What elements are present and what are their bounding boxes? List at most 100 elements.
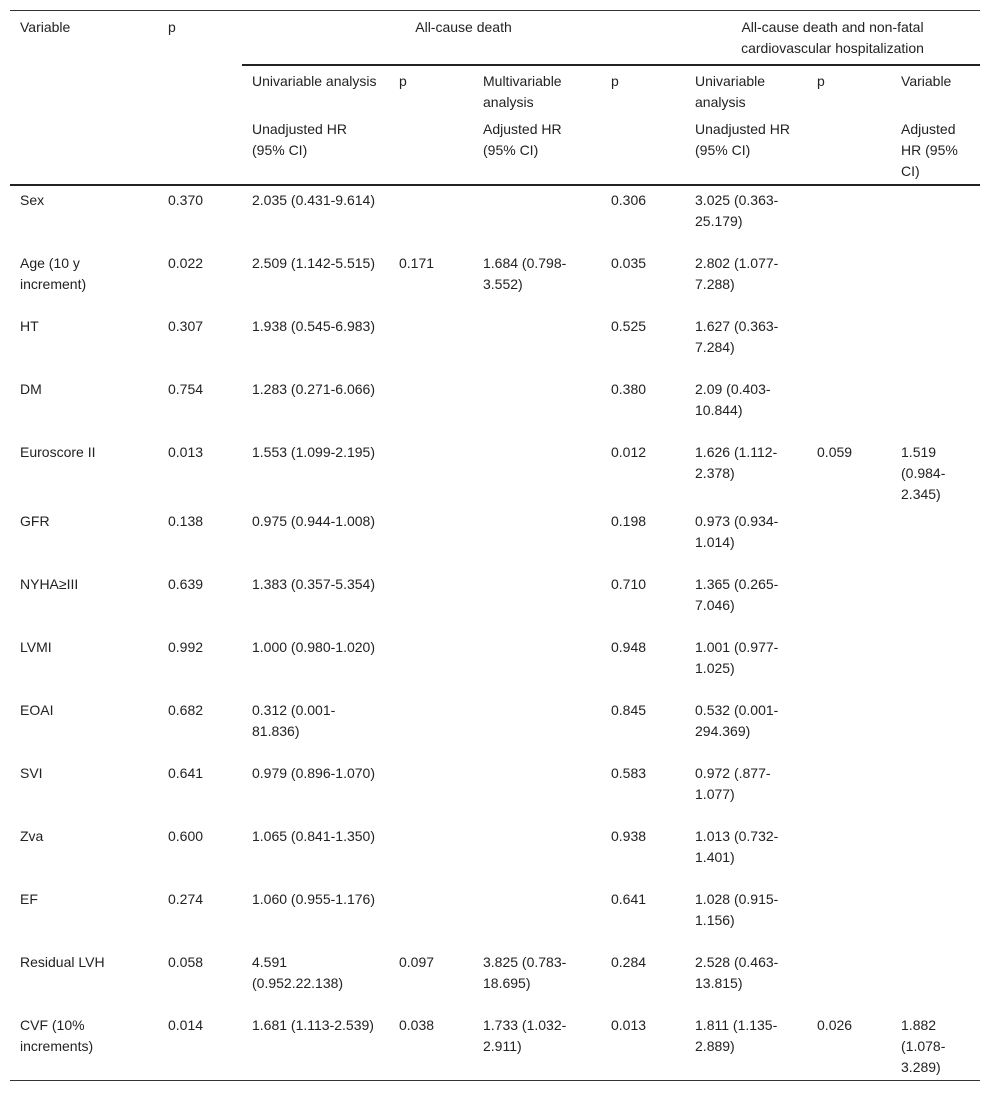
results-table: Variable p All-cause death All-cause death … xyxy=(10,10,981,1081)
table-cell: 0.284 xyxy=(611,954,647,970)
table-cell xyxy=(891,759,980,822)
table-cell: 0.026 xyxy=(817,1017,853,1033)
header-cell: Adjusted HR (95% CI) xyxy=(891,117,981,186)
table-cell: 1.553 (1.099-2.195) xyxy=(252,444,375,460)
table-cell xyxy=(807,249,891,312)
table-cell xyxy=(891,507,980,570)
table-cell xyxy=(389,570,473,633)
table-row: Zva 0.600 1.065 (0.841-1.350) 0.938 1.013 (0… xyxy=(10,822,980,885)
table-cell: 1.684 (0.798-3.552) xyxy=(483,255,567,292)
table-cell xyxy=(807,185,891,249)
table-cell: 0.312 (0.001-81.836) xyxy=(252,702,336,739)
table-row: Euroscore II 0.013 1.553 (1.099-2.195) 0.01… xyxy=(10,438,980,507)
table-cell xyxy=(891,948,980,1011)
row-label: EF xyxy=(20,891,38,907)
table-cell xyxy=(473,633,601,696)
table-cell xyxy=(389,885,473,948)
table-row: Univariable analysis p Multivariable analy… xyxy=(10,65,980,117)
table-cell xyxy=(891,570,980,633)
table-cell xyxy=(473,885,601,948)
table-row: Variable p All-cause death All-cause death … xyxy=(10,10,981,186)
row-label: SVI xyxy=(20,765,43,781)
table-row: HT 0.307 1.938 (0.545-6.983) 0.525 1.627 (0.… xyxy=(10,312,980,375)
table-cell: 1.060 (0.955-1.176) xyxy=(252,891,375,907)
table-cell: 1.627 (0.363-7.284) xyxy=(695,318,779,355)
table-cell: 0.525 xyxy=(611,318,647,334)
header-cell xyxy=(601,117,686,186)
table-cell xyxy=(807,375,891,438)
row-label: Zva xyxy=(20,828,44,844)
table-row: Unadjusted HR (95% CI) Adjusted HR (95% C… xyxy=(10,117,981,186)
row-label: LVMI xyxy=(20,639,52,655)
table-cell: 0.938 xyxy=(611,828,647,844)
table-cell xyxy=(807,885,891,948)
table-cell xyxy=(473,507,601,570)
table-cell xyxy=(891,375,980,438)
table-cell: 0.583 xyxy=(611,765,647,781)
table-cell: 0.059 xyxy=(817,444,853,460)
table-cell: 3.825 (0.783-18.695) xyxy=(483,954,567,991)
table-cell xyxy=(891,249,980,312)
header-cell: Adjusted HR (95% CI) xyxy=(473,117,601,186)
header-group: All-cause death and non-fatal cardiovasc… xyxy=(685,10,981,66)
table-row: Residual LVH 0.058 4.591 (0.952.22.138) 0.0… xyxy=(10,948,980,1011)
table-row: NYHA≥III 0.639 1.383 (0.357-5.354) 0.710 1.3… xyxy=(10,570,980,633)
table-cell xyxy=(389,375,473,438)
table-cell xyxy=(473,438,601,507)
table-cell xyxy=(473,822,601,885)
table-cell xyxy=(473,696,601,759)
table-cell: 1.365 (0.265-7.046) xyxy=(695,576,779,613)
table-cell: 0.992 xyxy=(168,639,204,655)
table-cell xyxy=(807,759,891,822)
table-cell: 2.802 (1.077-7.288) xyxy=(695,255,779,292)
table-row: SVI 0.641 0.979 (0.896-1.070) 0.583 0.972 (.… xyxy=(10,759,980,822)
header-cell xyxy=(389,117,473,186)
table-cell: 1.283 (0.271-6.066) xyxy=(252,381,375,397)
table-cell: 0.022 xyxy=(168,255,204,271)
row-label: CVF (10% increments) xyxy=(20,1017,94,1054)
table-cell xyxy=(891,312,980,375)
table-cell xyxy=(473,570,601,633)
header-cell: Variable xyxy=(901,73,952,89)
table-cell: 1.626 (1.112-2.378) xyxy=(695,444,778,481)
header-cell: Univariable analysis xyxy=(695,73,766,110)
table-cell: 1.013 (0.732-1.401) xyxy=(695,828,779,865)
header-cell: p xyxy=(817,73,825,89)
table-cell xyxy=(807,948,891,1011)
table-cell xyxy=(389,759,473,822)
table-cell: 0.370 xyxy=(168,192,204,208)
row-label: Euroscore II xyxy=(20,444,96,460)
table-cell: 0.058 xyxy=(168,954,204,970)
table-cell: 0.038 xyxy=(399,1017,435,1033)
table-cell: 0.014 xyxy=(168,1017,204,1033)
table-cell: 0.013 xyxy=(168,444,204,460)
table-cell: 1.733 (1.032-2.911) xyxy=(483,1017,567,1054)
table-cell: 0.013 xyxy=(611,1017,647,1033)
table-cell: 1.001 (0.977-1.025) xyxy=(695,639,779,676)
table-cell: 0.380 xyxy=(611,381,647,397)
table-cell: 0.307 xyxy=(168,318,204,334)
table-cell: 0.035 xyxy=(611,255,647,271)
table-cell: 0.845 xyxy=(611,702,647,718)
table-cell: 0.639 xyxy=(168,576,204,592)
table-cell: 1.882 (1.078-3.289) xyxy=(901,1017,946,1075)
table-cell xyxy=(389,312,473,375)
table-cell xyxy=(891,185,980,249)
table-cell xyxy=(891,885,980,948)
table-cell: 0.754 xyxy=(168,381,204,397)
table-cell xyxy=(891,696,980,759)
table-cell: 0.979 (0.896-1.070) xyxy=(252,765,375,781)
header-cell: Multivariable analysis xyxy=(483,73,562,110)
row-label: Age (10 y increment) xyxy=(20,255,87,292)
table-row: EOAI 0.682 0.312 (0.001-81.836) 0.845 0.532 … xyxy=(10,696,980,759)
table-cell xyxy=(389,822,473,885)
table-cell xyxy=(473,185,601,249)
table-cell: 0.138 xyxy=(168,513,204,529)
table-cell xyxy=(807,570,891,633)
table-cell: 0.274 xyxy=(168,891,204,907)
row-label: NYHA≥III xyxy=(20,576,79,592)
table-cell: 4.591 (0.952.22.138) xyxy=(252,954,344,991)
table-cell xyxy=(891,822,980,885)
header-cell: Variable xyxy=(10,10,158,186)
table-cell xyxy=(389,507,473,570)
